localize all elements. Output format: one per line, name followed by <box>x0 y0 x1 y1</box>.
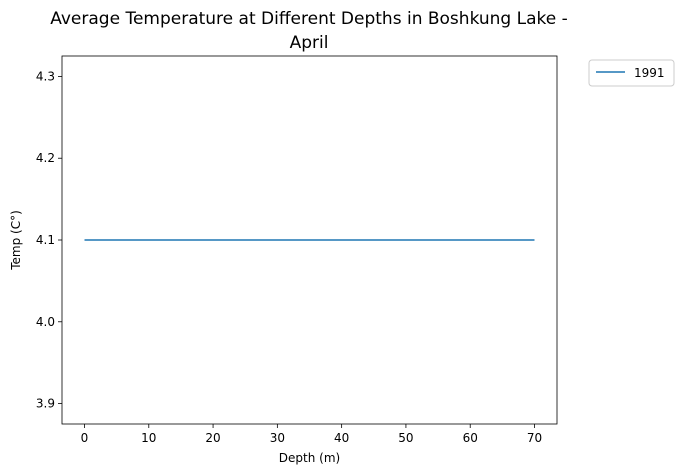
y-tick-label: 4.3 <box>36 69 55 83</box>
x-tick-label: 0 <box>81 431 89 445</box>
x-tick-label: 10 <box>141 431 156 445</box>
y-tick-label: 4.2 <box>36 151 55 165</box>
x-axis-label: Depth (m) <box>279 451 340 465</box>
legend-box <box>588 59 675 87</box>
x-tick-label: 70 <box>527 431 542 445</box>
y-tick-label: 4.0 <box>36 315 55 329</box>
x-tick-label: 60 <box>463 431 478 445</box>
y-tick-label: 4.1 <box>36 233 55 247</box>
y-tick-label: 3.9 <box>36 397 55 411</box>
chart-title-line-1: Average Temperature at Different Depths … <box>50 9 568 29</box>
y-axis-label: Temp (C°) <box>9 210 23 271</box>
x-tick-label: 50 <box>398 431 413 445</box>
y-axis-ticks: 3.9 4.0 4.1 4.2 4.3 <box>36 69 62 411</box>
x-tick-label: 40 <box>334 431 349 445</box>
chart-title-line-2: April <box>290 33 329 53</box>
x-tick-label: 20 <box>205 431 220 445</box>
x-axis-ticks: 0 10 20 30 40 50 60 70 <box>81 424 542 445</box>
legend: 1991 <box>588 59 675 87</box>
x-tick-label: 30 <box>270 431 285 445</box>
legend-label-1991: 1991 <box>634 66 665 80</box>
